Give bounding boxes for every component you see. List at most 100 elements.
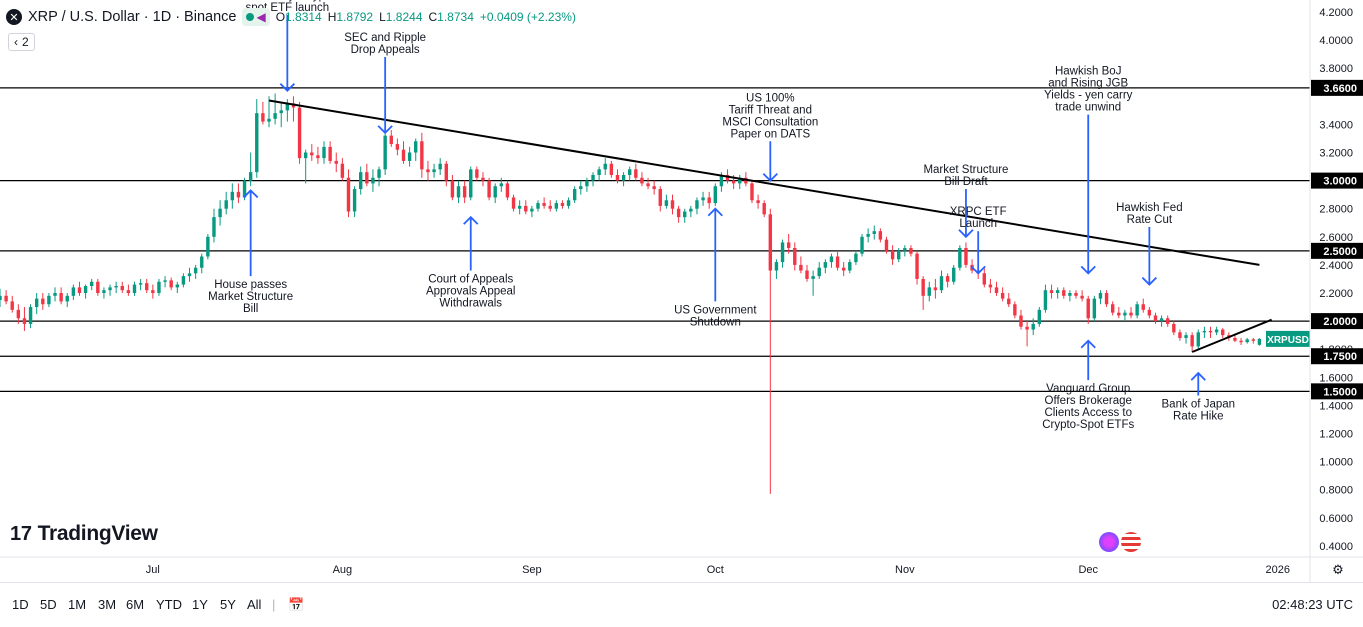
candle-body (469, 169, 473, 198)
candle-body (138, 283, 143, 285)
current-price-label: XRPUSD (1267, 335, 1309, 346)
candle-body (756, 200, 760, 204)
candle-body (310, 152, 314, 156)
level-label: 3.0000 (1323, 176, 1357, 188)
annotation-text: trade unwind (1055, 102, 1121, 114)
candle-body (1178, 332, 1182, 338)
timeframe-1d[interactable]: 1D (12, 597, 29, 612)
candle-body (1092, 298, 1097, 319)
candle-body (126, 290, 131, 293)
candle-body (10, 301, 14, 310)
annotation-text: Approvals Appeal (426, 286, 516, 298)
candle-body (90, 281, 94, 286)
bottom-toolbar: 1D 5D 1M 3M 6M YTD 1Y 5Y All | 📅 02:48:2… (0, 582, 1363, 627)
candle-body (579, 186, 583, 190)
candle-body (1019, 315, 1023, 327)
calendar-range-icon[interactable]: 📅 (288, 597, 305, 612)
level-label-bg (1311, 313, 1363, 330)
annotation-arrow-head (243, 189, 259, 199)
candle-body (530, 208, 534, 212)
annotation-text: Court of Appeals (428, 274, 513, 286)
annotation-text: US Government (674, 304, 757, 316)
level-label-bg (1311, 348, 1363, 365)
candle-body (16, 309, 21, 319)
clock: 02:48:23 UTC (1272, 597, 1353, 612)
tradingview-logo-icon: 17 (10, 522, 32, 545)
candle-body (83, 285, 88, 293)
candle-body (1141, 304, 1145, 310)
candle-body (65, 295, 69, 302)
candle-body (1000, 293, 1005, 299)
candle-body (279, 110, 283, 114)
candle-body (1233, 337, 1237, 341)
x-close-icon[interactable]: ✕ (6, 9, 22, 25)
candle-body (841, 267, 846, 271)
candle-body (322, 146, 326, 159)
market-status-pill[interactable]: ◀ (242, 8, 270, 26)
candle-body (866, 233, 870, 237)
candle-body (725, 174, 730, 181)
candle-body (664, 200, 669, 206)
price-tick-label: 3.4000 (1319, 119, 1353, 131)
timeframe-5d[interactable]: 5D (40, 597, 57, 612)
annotation-arrow-head (1190, 371, 1206, 381)
annotation-text: Rate Hike (1173, 411, 1224, 423)
candle-body (1208, 330, 1213, 333)
candle-body (1068, 293, 1072, 296)
candle-body (365, 172, 369, 184)
candle-body (1043, 290, 1048, 310)
tradingview-logo[interactable]: 17 TradingView (10, 522, 158, 546)
candle-body (1098, 293, 1103, 299)
candle-body (958, 248, 962, 268)
high-label: H (327, 10, 337, 24)
candle-body (414, 141, 418, 153)
candle-body (640, 177, 644, 184)
annotation-arrow-head (463, 215, 479, 225)
ohlc-values: O1.8314 H1.8792 L1.8244 C1.8734 +0.0409 … (276, 10, 576, 24)
candle-body (829, 256, 834, 263)
close-label: C (428, 10, 438, 24)
candle-body (524, 205, 528, 212)
timeframe-ytd[interactable]: YTD (156, 597, 182, 612)
candle-body (964, 248, 968, 265)
candle-body (102, 290, 106, 293)
annotation-text: Paper on DATS (730, 128, 810, 140)
candle-body (261, 113, 265, 122)
watch-icons (1099, 532, 1141, 552)
candle-body (34, 298, 39, 308)
timeframe-1y[interactable]: 1Y (192, 597, 208, 612)
price-tick-label: 1.6000 (1319, 372, 1353, 384)
price-chart[interactable]: XRPUSDSEC delays cryptospot ETF launchSE… (0, 0, 1363, 582)
price-tick-label: 3.2000 (1319, 148, 1353, 160)
symbol-title[interactable]: XRP / U.S. Dollar · 1D · Binance (28, 9, 237, 25)
candle-body (407, 152, 412, 161)
timeframe-6m[interactable]: 6M (126, 597, 145, 612)
annotation-text: Clients Access to (1044, 407, 1132, 419)
timeframe-5y[interactable]: 5Y (220, 597, 236, 612)
candle-body (1202, 330, 1207, 333)
annotation-text: and Rising JGB (1048, 78, 1128, 90)
annotation-text: XRPC ETF (950, 206, 1007, 218)
candle-body (426, 169, 430, 173)
candle-body (548, 205, 552, 209)
us-flag-icon[interactable] (1121, 532, 1141, 552)
timeframe-1m[interactable]: 1M (68, 597, 87, 612)
annotation-text: Market Structure (208, 291, 293, 303)
candle-body (1110, 304, 1115, 313)
candle-body (1117, 312, 1121, 316)
indicators-toggle[interactable]: ‹ 2 (8, 33, 35, 51)
timeframe-all[interactable]: All (247, 597, 262, 612)
candle-body (1172, 323, 1176, 333)
candle-body (1147, 309, 1152, 316)
candle-body (738, 177, 742, 184)
candle-body (1196, 332, 1200, 347)
candle-body (151, 290, 155, 293)
annotation-text: Tariff Threat and (729, 104, 812, 116)
level-label: 3.6600 (1323, 83, 1357, 95)
timeframe-3m[interactable]: 3M (98, 597, 117, 612)
low-value: 1.8244 (385, 10, 423, 24)
candle-body (230, 191, 235, 201)
wand-icon[interactable] (1099, 532, 1119, 552)
